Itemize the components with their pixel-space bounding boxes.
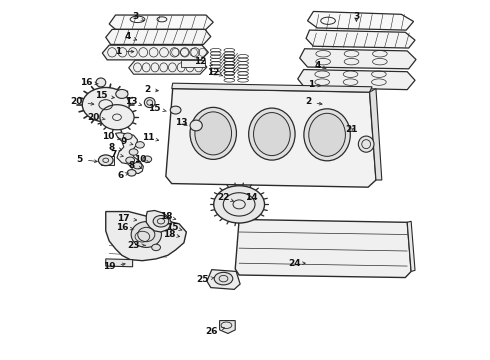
Ellipse shape <box>195 112 232 155</box>
Polygon shape <box>369 89 382 180</box>
Text: 15: 15 <box>95 91 114 100</box>
Text: 13: 13 <box>175 118 188 127</box>
Ellipse shape <box>129 149 138 155</box>
Polygon shape <box>172 83 372 92</box>
Ellipse shape <box>214 273 233 285</box>
Polygon shape <box>207 270 240 289</box>
Text: 14: 14 <box>245 193 257 202</box>
Ellipse shape <box>170 106 181 114</box>
Polygon shape <box>220 320 235 333</box>
Polygon shape <box>101 156 114 165</box>
Text: 2: 2 <box>144 85 158 94</box>
Ellipse shape <box>358 136 374 152</box>
Polygon shape <box>306 30 415 48</box>
Polygon shape <box>147 211 172 232</box>
Ellipse shape <box>98 155 113 166</box>
Polygon shape <box>116 133 144 174</box>
Text: 10: 10 <box>134 155 149 164</box>
Text: 16: 16 <box>80 78 98 87</box>
Ellipse shape <box>304 109 350 161</box>
Ellipse shape <box>127 170 136 176</box>
Ellipse shape <box>253 113 290 156</box>
Text: 12: 12 <box>194 57 213 66</box>
Text: 24: 24 <box>289 259 305 268</box>
Text: 17: 17 <box>118 214 137 223</box>
Polygon shape <box>102 45 208 60</box>
Polygon shape <box>308 12 414 30</box>
Text: 23: 23 <box>127 241 146 250</box>
Polygon shape <box>298 69 415 90</box>
Ellipse shape <box>116 89 128 98</box>
Text: 15: 15 <box>167 223 182 232</box>
Text: 11: 11 <box>142 133 159 142</box>
Text: 6: 6 <box>117 171 129 180</box>
Text: 18: 18 <box>160 212 176 221</box>
Ellipse shape <box>152 244 160 251</box>
Text: 18: 18 <box>163 230 180 239</box>
Ellipse shape <box>143 156 152 162</box>
Ellipse shape <box>248 108 295 160</box>
Polygon shape <box>106 212 186 261</box>
Text: 9: 9 <box>121 137 133 146</box>
Polygon shape <box>106 259 133 267</box>
Polygon shape <box>129 60 207 74</box>
Text: 12: 12 <box>207 68 222 77</box>
Text: 3: 3 <box>132 12 144 21</box>
Text: 1: 1 <box>115 47 134 56</box>
Text: 10: 10 <box>102 132 121 141</box>
Text: 21: 21 <box>345 125 358 134</box>
Text: 20: 20 <box>70 97 94 106</box>
Text: 5: 5 <box>77 155 97 164</box>
Polygon shape <box>109 15 213 30</box>
Ellipse shape <box>126 157 135 163</box>
Text: 25: 25 <box>196 275 214 284</box>
Ellipse shape <box>214 186 265 223</box>
Polygon shape <box>181 60 205 67</box>
Ellipse shape <box>131 222 161 247</box>
Text: 26: 26 <box>205 327 224 336</box>
Text: 7: 7 <box>111 150 123 159</box>
Ellipse shape <box>123 133 132 139</box>
Text: 16: 16 <box>116 223 134 232</box>
Text: 15: 15 <box>148 104 166 113</box>
Ellipse shape <box>153 216 169 227</box>
Ellipse shape <box>82 87 129 122</box>
Text: 4: 4 <box>314 61 326 70</box>
Text: 3: 3 <box>353 12 360 21</box>
Text: 4: 4 <box>124 32 137 41</box>
Ellipse shape <box>100 105 134 130</box>
Ellipse shape <box>309 113 345 156</box>
Text: 20: 20 <box>87 113 105 122</box>
Polygon shape <box>407 221 415 271</box>
Text: 19: 19 <box>103 262 125 271</box>
Text: 1: 1 <box>308 81 320 90</box>
Text: 13: 13 <box>125 97 142 106</box>
Polygon shape <box>166 89 376 187</box>
Text: 2: 2 <box>305 97 322 106</box>
Ellipse shape <box>136 141 145 148</box>
Text: 8: 8 <box>128 161 142 170</box>
Text: 8: 8 <box>109 143 122 152</box>
Ellipse shape <box>190 107 237 159</box>
Ellipse shape <box>96 78 106 87</box>
Polygon shape <box>300 49 416 69</box>
Ellipse shape <box>190 120 202 131</box>
Polygon shape <box>235 220 411 278</box>
Text: 22: 22 <box>217 193 233 202</box>
Polygon shape <box>106 30 211 44</box>
Ellipse shape <box>145 98 155 108</box>
Ellipse shape <box>133 162 142 169</box>
